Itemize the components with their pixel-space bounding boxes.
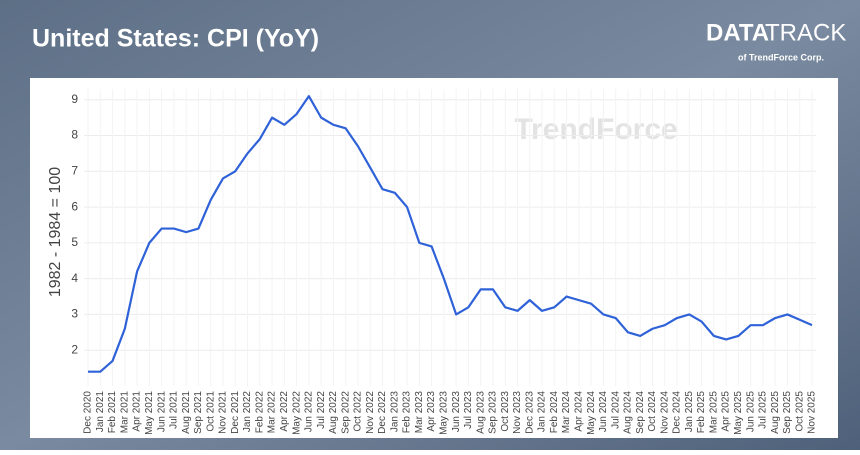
y-tick-label: 9 [71, 92, 78, 106]
x-tick-label: Sep 2022 [340, 391, 351, 434]
x-tick-label: Mar 2025 [708, 391, 719, 434]
x-tick-label: Mar 2022 [267, 391, 278, 434]
x-tick-label: Sep 2021 [193, 391, 204, 434]
x-tick-label: Jan 2022 [242, 391, 253, 433]
x-tick-label: Feb 2023 [402, 391, 413, 434]
x-tick-label: Feb 2025 [696, 391, 707, 434]
x-tick-label: Aug 2025 [770, 391, 781, 434]
x-tick-label: Jul 2024 [610, 391, 621, 429]
plot: 2 3 4 5 6 7 8 9 Dec 2020 Jan 2021 Feb 2021 Mar 2021… [71, 89, 818, 435]
x-tick-label: Apr 2024 [573, 391, 584, 432]
logo-sub: of TrendForce Corp. [738, 52, 824, 62]
x-tick-label: Jun 2021 [156, 391, 167, 433]
cpi-line [88, 95, 813, 373]
x-tick-label: Dec 2023 [524, 391, 535, 434]
x-tick-label: May 2022 [291, 391, 302, 435]
x-tick-label: Jul 2022 [316, 391, 327, 429]
x-tick-label: Sep 2023 [488, 391, 499, 434]
x-tick-label: Oct 2021 [205, 391, 216, 432]
x-tick-label: Feb 2024 [549, 391, 560, 434]
x-tick-label: Aug 2022 [328, 391, 339, 434]
x-tick-label: May 2023 [439, 391, 450, 435]
x-tick-label: Jul 2021 [169, 391, 180, 429]
x-tick-label: Jun 2024 [598, 391, 609, 433]
y-tick-label: 6 [71, 199, 78, 213]
x-tick-label: Nov 2024 [659, 391, 670, 434]
x-tick-label: Jan 2024 [537, 391, 548, 433]
x-tick-label: Jan 2025 [684, 391, 695, 433]
x-tick-label: Apr 2023 [426, 391, 437, 432]
x-tick-label: Apr 2022 [279, 391, 290, 432]
x-tick-label: Sep 2024 [635, 391, 646, 434]
x-tick-label: Aug 2023 [475, 391, 486, 434]
x-tick-label: Jul 2023 [463, 391, 474, 429]
x-tick-label: Nov 2021 [218, 391, 229, 434]
x-tick-label: Nov 2025 [807, 391, 818, 434]
x-tick-label: May 2021 [144, 391, 155, 435]
x-tick-label: Sep 2025 [782, 391, 793, 434]
x-tick-label: Dec 2022 [377, 391, 388, 434]
y-tick-label: 8 [71, 128, 78, 142]
chart-title: United States: CPI (YoY) [32, 25, 319, 53]
x-tick-label: Aug 2024 [623, 391, 634, 434]
x-tick-label: Jan 2023 [389, 391, 400, 433]
y-tick-label: 3 [71, 307, 78, 321]
x-tick-label: Jul 2025 [758, 391, 769, 429]
x-tick-label: Jun 2022 [304, 391, 315, 433]
x-tick-label: Nov 2023 [512, 391, 523, 434]
x-tick-label: Aug 2021 [181, 391, 192, 434]
y-tick-label: 2 [71, 342, 78, 356]
x-tick-label: Jun 2025 [745, 391, 756, 433]
logo-bold: DATA [706, 19, 769, 46]
watermark: TrendForce [514, 113, 677, 146]
x-tick-label: Apr 2021 [132, 391, 143, 432]
y-tick-label: 5 [71, 235, 78, 249]
x-tick-label: Dec 2021 [230, 391, 241, 434]
x-tick-label: Mar 2023 [414, 391, 425, 434]
logo-light: TRACK [765, 19, 846, 46]
x-tick-label: Oct 2022 [353, 391, 364, 432]
x-tick-label: Dec 2024 [672, 391, 683, 434]
x-tick-label: Jun 2023 [451, 391, 462, 433]
y-tick-label: 4 [71, 271, 78, 285]
x-tick-label: Feb 2022 [254, 391, 265, 434]
panel [30, 78, 838, 438]
x-tick-label: Oct 2024 [647, 391, 658, 432]
x-tick-label: Jan 2021 [95, 391, 106, 433]
y-tick-label: 7 [71, 163, 78, 177]
x-tick-label: Dec 2020 [83, 391, 94, 434]
x-tick-label: May 2024 [586, 391, 597, 435]
x-tick-label: Oct 2025 [794, 391, 805, 432]
x-tick-label: Oct 2023 [500, 391, 511, 432]
x-tick-label: Feb 2021 [107, 391, 118, 434]
y-axis-label: 1982 - 1984 = 100 [47, 167, 64, 297]
x-tick-label: May 2025 [733, 391, 744, 435]
x-tick-label: Apr 2025 [721, 391, 732, 432]
x-tick-label: Mar 2021 [119, 391, 130, 434]
x-tick-label: Mar 2024 [561, 391, 572, 434]
x-tick-label: Nov 2022 [365, 391, 376, 434]
